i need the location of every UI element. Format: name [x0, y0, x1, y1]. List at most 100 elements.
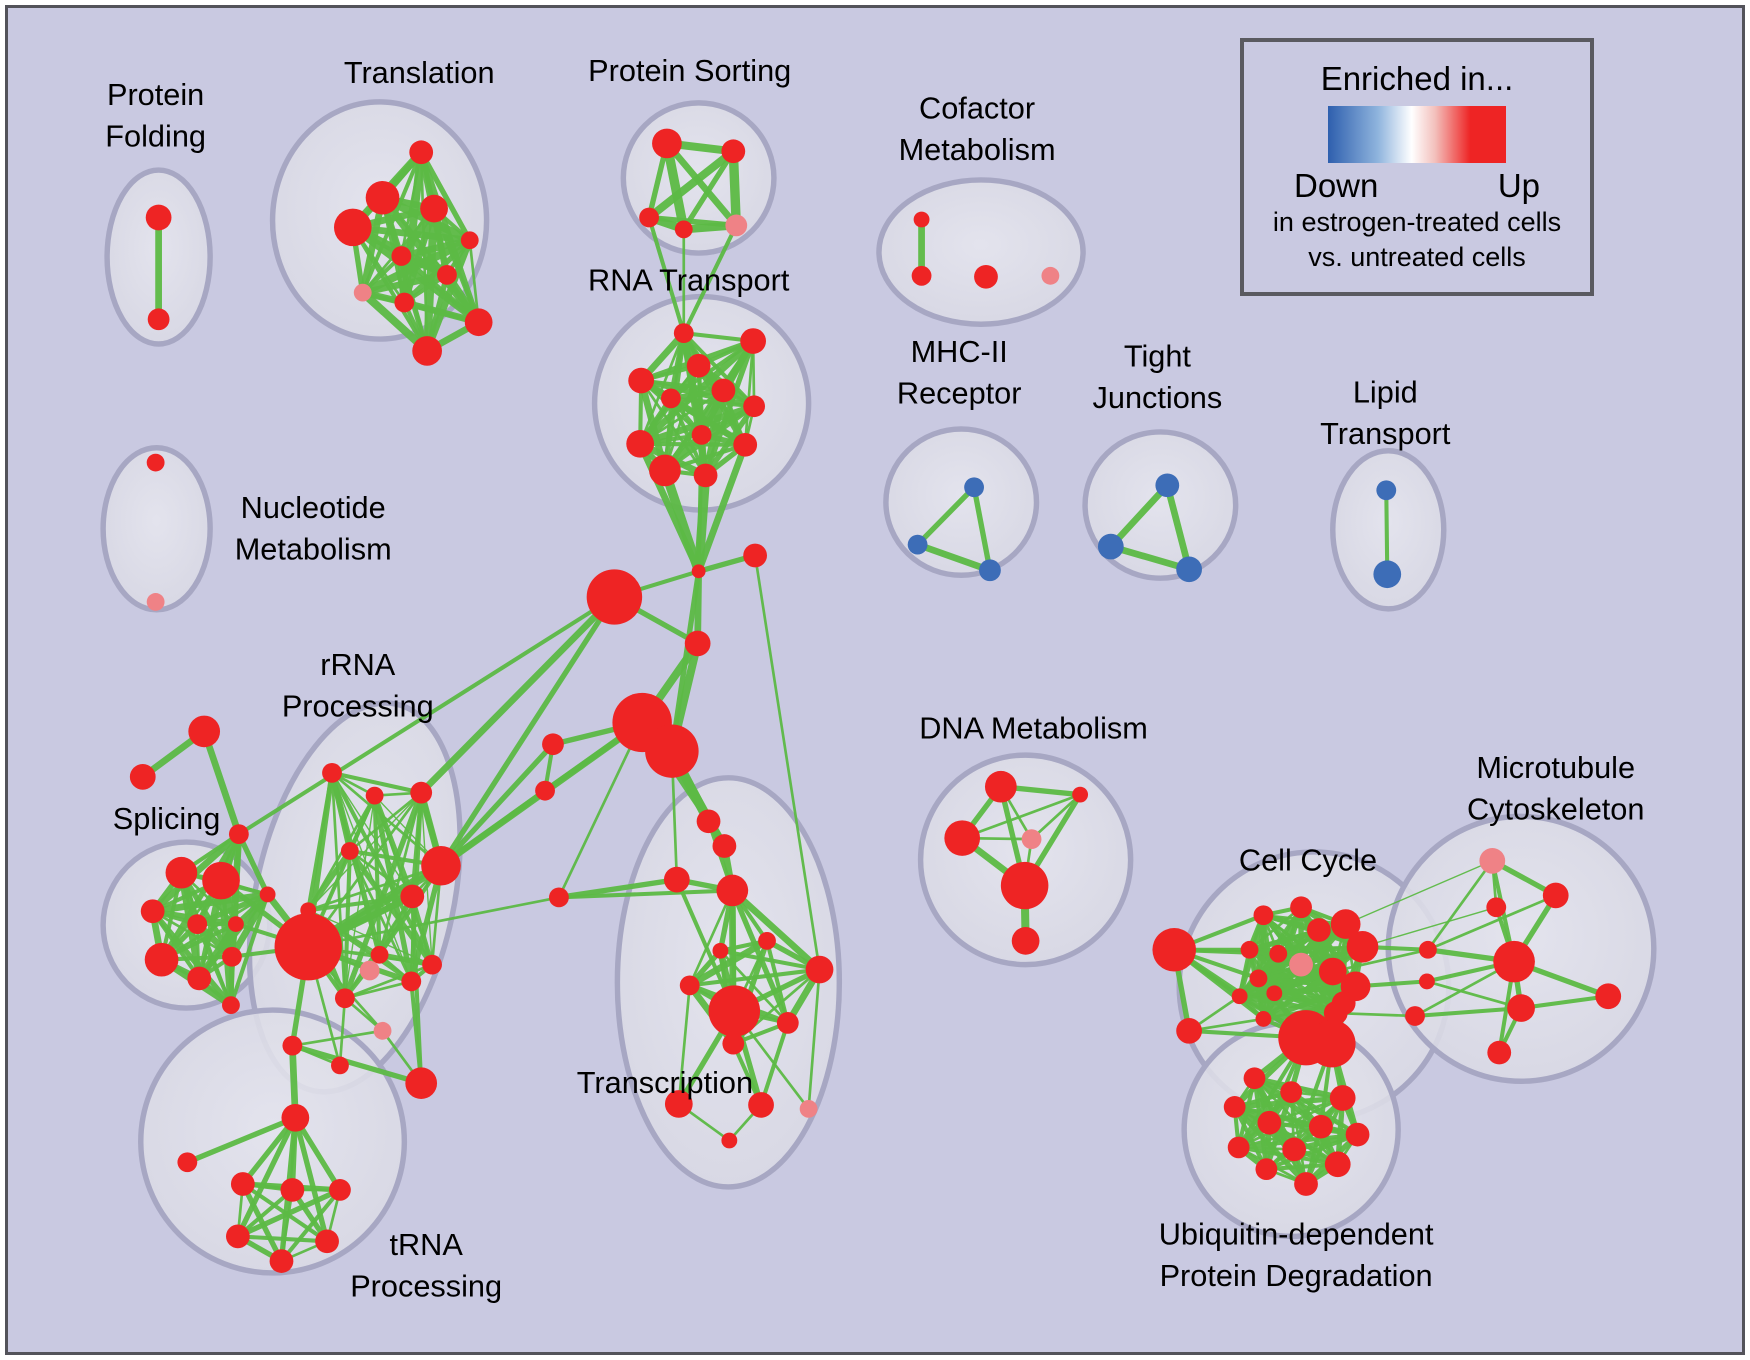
edge: [728, 887, 823, 973]
gene-set-node: [805, 955, 834, 984]
edge: [289, 1042, 424, 1086]
gene-set-node: [712, 942, 729, 959]
edge: [348, 791, 423, 853]
edge: [1163, 481, 1193, 573]
gene-set-node: [1324, 1151, 1351, 1178]
edge: [645, 147, 738, 222]
edge: [687, 967, 822, 988]
gene-set-node: [1155, 473, 1180, 498]
gene-set-node: [165, 856, 198, 889]
gene-set-node: [733, 432, 758, 457]
gene-set-node: [1376, 480, 1397, 501]
edge: [660, 465, 704, 576]
edge: [638, 331, 686, 446]
gene-set-node: [140, 899, 165, 924]
edge: [764, 938, 790, 1025]
gene-set-node: [230, 1172, 255, 1196]
gene-set-node: [329, 1179, 351, 1201]
gene-set-node: [1231, 988, 1248, 1005]
gene-set-node: [340, 842, 359, 860]
edge: [305, 848, 353, 913]
gene-set-node: [984, 770, 1017, 803]
edge: [667, 394, 749, 449]
edge: [719, 949, 790, 1025]
edge: [438, 594, 618, 869]
gene-set-node: [274, 913, 342, 981]
edge: [556, 888, 735, 900]
edge: [306, 896, 561, 949]
gene-set-node: [664, 1090, 693, 1118]
edge: [677, 984, 692, 1106]
edge: [344, 794, 376, 999]
network-nodes: [129, 128, 1622, 1273]
gene-set-node: [1249, 969, 1268, 988]
gene-set-node: [144, 942, 179, 977]
edge: [663, 140, 740, 229]
gene-set-node: [693, 463, 718, 488]
gene-set-node: [628, 367, 655, 394]
edge: [1248, 905, 1303, 952]
edge: [200, 728, 243, 838]
gene-set-node: [334, 988, 355, 1009]
gene-set-node: [269, 1249, 294, 1273]
gene-set-node: [663, 866, 690, 893]
gene-set-node: [799, 1100, 818, 1118]
gene-set-node: [740, 328, 767, 354]
edge: [240, 1115, 299, 1187]
gene-set-node: [353, 283, 372, 302]
edge: [236, 594, 617, 837]
gene-set-node: [315, 1229, 339, 1254]
gene-set-node: [1493, 940, 1535, 983]
edge: [194, 891, 271, 927]
edge: [669, 568, 702, 754]
gene-set-node: [281, 1103, 310, 1132]
gene-set-node: [743, 395, 766, 418]
gene-set-node: [535, 780, 555, 801]
edge: [1331, 948, 1430, 973]
gene-set-node: [1318, 957, 1347, 986]
gene-set-node: [1595, 983, 1622, 1010]
gene-set-node: [145, 204, 172, 231]
edge: [557, 721, 644, 899]
gene-set-node: [911, 265, 932, 286]
edge: [759, 1020, 790, 1107]
cluster-ellipse-cofactor-metabolism: [876, 177, 1086, 327]
gene-set-node: [1323, 1001, 1348, 1025]
edge: [279, 1187, 342, 1264]
edge: [960, 793, 1082, 840]
gene-set-node: [722, 1032, 745, 1055]
edge: [1264, 1132, 1360, 1172]
gene-set-node: [146, 453, 165, 472]
gene-set-node: [1011, 927, 1040, 955]
edge: [349, 224, 474, 244]
legend-caption-line2: vs. untreated cells: [1308, 242, 1526, 272]
gene-set-node: [333, 208, 372, 247]
gene-set-node: [708, 985, 761, 1037]
gene-set-node: [1308, 1019, 1356, 1068]
gene-set-node: [1345, 1122, 1370, 1147]
legend-up-label: Up: [1497, 167, 1540, 204]
gene-set-node: [586, 569, 643, 625]
cluster-label-mhc-ii-receptor: MHC-II Receptor: [897, 335, 1022, 410]
edge: [743, 339, 755, 447]
gene-set-node: [365, 180, 400, 215]
gene-set-node: [129, 764, 156, 790]
cluster-ellipse-dna-metabolism: [917, 752, 1134, 968]
gene-set-node: [913, 211, 930, 228]
gene-set-node: [322, 763, 342, 783]
gene-set-node: [639, 207, 659, 228]
gene-set-node: [721, 139, 746, 164]
gene-set-node: [1487, 1040, 1512, 1065]
edge: [291, 1029, 384, 1047]
gene-set-node: [464, 308, 493, 337]
gene-set-node: [725, 214, 748, 237]
gene-set-node: [222, 996, 240, 1015]
edge: [235, 1187, 295, 1239]
edge: [195, 922, 233, 1008]
edge: [410, 894, 424, 1086]
gene-set-node: [225, 1224, 250, 1249]
gene-set-node: [776, 1012, 799, 1034]
gene-set-node: [187, 914, 208, 934]
edge: [556, 876, 680, 901]
edge: [306, 864, 443, 912]
